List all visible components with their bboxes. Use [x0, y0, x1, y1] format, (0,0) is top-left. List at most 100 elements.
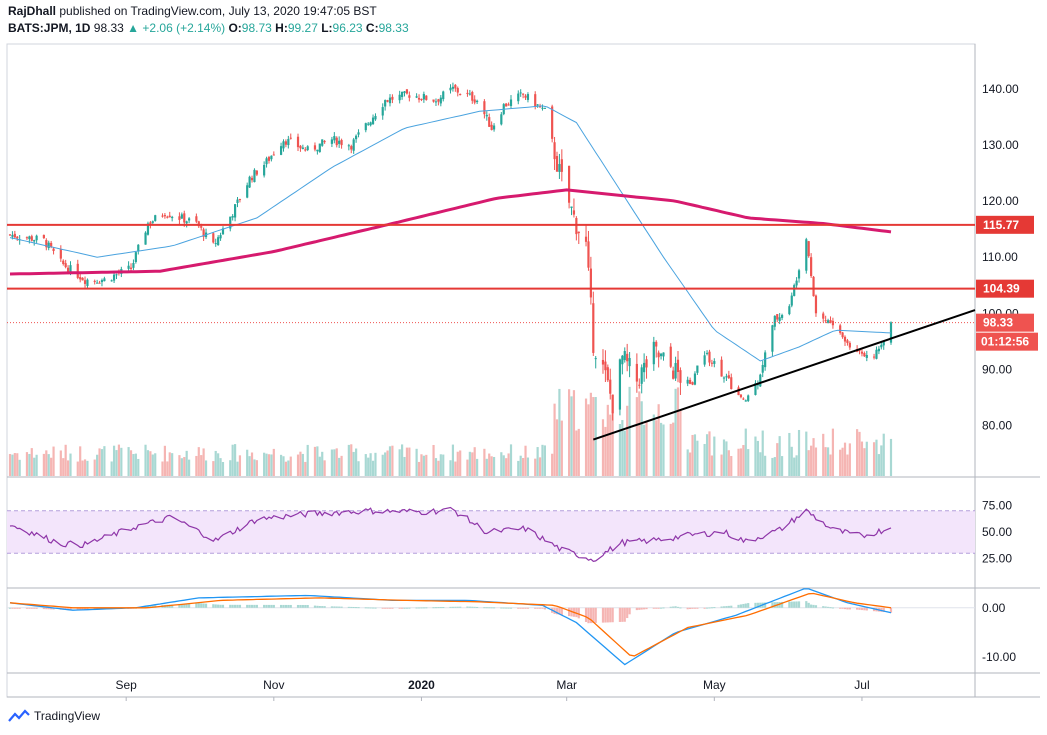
volume-bar: [154, 453, 157, 476]
high-value: 99.27: [287, 21, 318, 35]
volume-bar: [59, 450, 62, 476]
volume-bar: [708, 431, 711, 476]
candle-body: [76, 263, 79, 278]
macd-histogram-bar: [265, 604, 268, 608]
candle-body: [439, 97, 442, 104]
volume-bar: [543, 445, 546, 476]
macd-histogram-bar: [502, 607, 505, 609]
candle-body: [880, 344, 883, 348]
volume-bar: [233, 444, 237, 476]
volume-bar: [11, 454, 14, 476]
candle-body: [790, 295, 793, 306]
macd-histogram-bar: [643, 607, 646, 610]
macd-histogram-bar: [391, 607, 394, 609]
macd-histogram-bar: [657, 607, 660, 609]
macd-histogram-bar: [621, 607, 624, 622]
volume-bar: [270, 454, 273, 476]
volume-bar: [727, 450, 730, 476]
macd-histogram-bar: [679, 607, 682, 609]
chart-frame: [6, 43, 976, 698]
candle-body: [59, 249, 62, 259]
author-name[interactable]: RajDhall: [8, 4, 57, 18]
macd-histogram-bar: [860, 607, 864, 611]
candle-body: [100, 280, 104, 283]
price-change: ▲ +2.06 (+2.14%): [127, 21, 226, 35]
countdown-tag: [976, 332, 1038, 351]
volume-bar: [572, 390, 576, 476]
candle-body: [471, 92, 474, 101]
volume-bar: [643, 424, 646, 476]
candle-body: [604, 361, 607, 371]
macd-histogram-bar: [330, 606, 334, 608]
volume-bar: [551, 453, 554, 476]
candle-body: [321, 139, 324, 146]
candle-body: [347, 145, 350, 147]
volume-bar: [713, 436, 716, 476]
macd-histogram-bar: [340, 606, 343, 608]
candle-body: [839, 325, 842, 333]
macd-histogram-bar: [202, 603, 205, 608]
volume-bar: [797, 429, 801, 476]
candle-body: [814, 295, 818, 314]
candle-body: [713, 361, 716, 364]
macd-histogram-bar: [635, 607, 638, 611]
macd-histogram-bar: [727, 605, 730, 608]
macd-histogram-bar: [233, 604, 237, 608]
macd-histogram-bar: [180, 604, 183, 608]
volume-bar: [318, 456, 321, 476]
candle-body: [778, 317, 781, 321]
volume-bar: [221, 461, 225, 476]
macd-histogram-bar: [432, 607, 435, 609]
volume-bar: [299, 451, 302, 476]
volume-bar: [250, 452, 254, 476]
countdown-label: 01:12:56: [981, 335, 1029, 349]
candle-body: [507, 104, 510, 106]
candle-body: [137, 244, 140, 252]
level-price-label: 104.39: [983, 282, 1020, 296]
volume-bar: [689, 452, 692, 476]
volume-bar: [492, 456, 496, 476]
candle-body: [551, 106, 554, 139]
macd-histogram-bar: [28, 607, 31, 609]
candle-body: [180, 214, 183, 219]
volume-bar: [524, 445, 527, 476]
candle-body: [313, 145, 317, 150]
volume-bar: [759, 452, 762, 476]
symbol-label: BATS:JPM, 1D: [8, 21, 91, 35]
volume-bar: [42, 453, 45, 476]
footer: TradingView: [8, 709, 100, 723]
volume-bar: [79, 446, 82, 476]
volume-bar: [814, 447, 818, 476]
volume-bar: [829, 454, 832, 476]
volume-bar: [180, 458, 183, 476]
footer-brand[interactable]: TradingView: [34, 709, 101, 723]
volume-bar: [606, 404, 609, 476]
candle-body: [161, 215, 164, 217]
macd-histogram-bar: [492, 607, 496, 609]
price-tick-label: 110.00: [982, 250, 1018, 264]
volume-bar: [384, 452, 387, 476]
macd-histogram-bar: [713, 607, 716, 609]
macd-histogram-bar: [739, 604, 743, 608]
candle-body: [628, 357, 631, 367]
macd-histogram-bar: [810, 604, 813, 608]
macd-histogram-bar: [195, 603, 198, 608]
macd-histogram-bar: [282, 604, 285, 608]
volume-bar: [25, 452, 29, 476]
candle-body: [284, 141, 288, 145]
macd-histogram-bar: [466, 606, 469, 608]
candle-body: [42, 235, 45, 239]
candle-body: [93, 280, 96, 282]
volume-bar: [231, 444, 234, 476]
volume-bar: [83, 459, 87, 476]
volume-bar: [386, 450, 389, 476]
volume-bar: [422, 455, 425, 476]
candle-body: [129, 267, 133, 269]
volume-bar: [96, 454, 99, 476]
volume-bar: [120, 447, 123, 476]
candle-body: [171, 216, 174, 219]
macd-histogram-bar: [384, 607, 387, 609]
volume-bar: [519, 455, 522, 476]
macd-histogram-bar: [764, 602, 767, 608]
